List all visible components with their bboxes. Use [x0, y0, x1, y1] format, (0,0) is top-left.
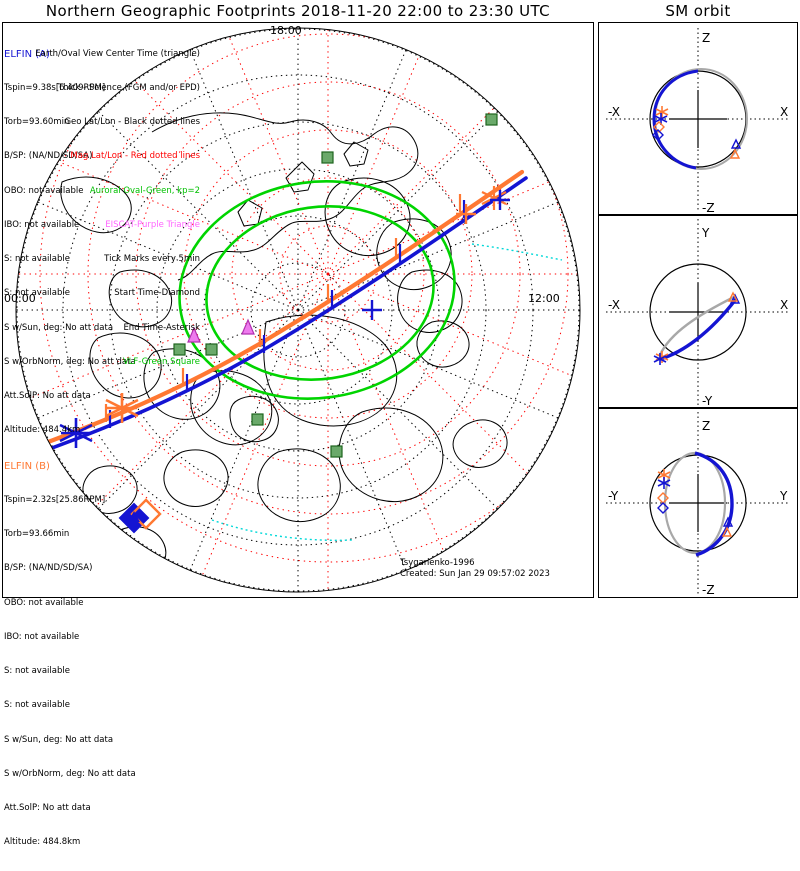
elfin-center-triangle: [128, 511, 140, 522]
sm-yx-center-cross: [669, 283, 727, 341]
elfin-b-line-9: Att.SolP: No att data: [4, 803, 91, 813]
sm-zx-label-right: X: [780, 105, 788, 119]
sm-yx-label-left: -X: [608, 298, 620, 312]
sm-panel-zx: [598, 22, 798, 215]
sm-zy-label-top: Z: [702, 419, 710, 433]
auroral-oval: [178, 180, 456, 400]
legend-item-5: EISCAT-Purple Triangle: [105, 219, 200, 230]
elfin-a-line-4: IBO: not available: [4, 219, 80, 230]
polar-map-panel: [2, 22, 594, 598]
coastlines: [60, 112, 508, 580]
sm-yx-axes: [606, 219, 790, 405]
legend-item-6: Tick Marks every 5min: [104, 254, 200, 265]
elfin-a-track: [22, 176, 528, 460]
map-outer-circle: [15, 27, 581, 593]
sm-zy-center-cross: [669, 474, 727, 532]
elfin-b-info-block: ELFIN (B) Tspin=2.32s[25.86RPM] Torb=93.…: [4, 438, 136, 871]
elfin-b-line-1: Torb=93.66min: [4, 529, 70, 540]
elfin-b-line-5: S: not available: [4, 666, 70, 677]
elfin-b-line-7: S w/Sun, deg: No att data: [4, 734, 114, 745]
legend-item-9: VLF-Green Square: [122, 356, 200, 367]
elfin-b-center-cross: [456, 204, 476, 224]
sm-orbit-title: SM orbit: [665, 2, 731, 20]
sm-yx-label-top: Y: [701, 226, 710, 240]
elfin-b-name: ELFIN (B): [4, 460, 50, 472]
elfin-a-center-cross: [362, 300, 382, 320]
elfin-a-end-asterisk: [59, 418, 93, 448]
elfin-b-end-asterisk: [105, 393, 139, 423]
elfin-a-info-block: ELFIN (A) Tspin=9.38s[6.409RPM] Torb=93.…: [4, 26, 136, 459]
elfin-b-line-6: S: not available: [4, 700, 70, 711]
sm-panel-yx: [598, 215, 798, 408]
elfin-b-line-3: OBO: not available: [4, 597, 84, 608]
credits-block: Tsyganenko-1996 Created: Sun Jan 29 09:5…: [400, 558, 550, 581]
legend-item-4: Auroral Oval-Green, kp=2: [89, 185, 200, 196]
sm-zy-label-right: Y: [779, 489, 788, 503]
eiscat-station-triangles: [187, 318, 255, 343]
sm-zx-markers: [652, 106, 742, 159]
sm-zx-label-top: Z: [702, 31, 710, 45]
sm-yx-earth-circle: [649, 263, 747, 361]
sm-zx-center-cross: [669, 90, 727, 148]
elfin-a-line-6: S: not available: [4, 288, 70, 299]
sm-zx-label-left: -X: [608, 105, 620, 119]
sm-yx-orbit-elfin-a: [659, 297, 738, 361]
sm-panel-zy: [598, 408, 798, 598]
screenshot-root: Northern Geographic Footprints 2018-11-2…: [0, 2, 798, 847]
elfin-a-cross-2: [490, 190, 510, 210]
page-title: Northern Geographic Footprints 2018-11-2…: [45, 2, 551, 20]
elfin-b-start-diamond: [130, 498, 162, 530]
legend-block: Earth/Oval View Center Time (triangle) T…: [0, 26, 200, 391]
mlt-label-top: 18:00: [270, 24, 302, 37]
elfin-b-line-0: Tspin=2.32s[25.86RPM]: [4, 495, 106, 506]
elfin-a-line-7: S w/Sun, deg: No att data: [4, 322, 114, 333]
legend-item-2: Geo Lat/Lon - Black dotted lines: [64, 117, 200, 128]
sm-zy-orbit-elfin-a: [694, 451, 734, 557]
sm-zx-label-bottom: -Z: [702, 201, 715, 215]
elfin-b-line-4: IBO: not available: [4, 631, 80, 642]
elfin-b-line-2: B/SP: (NA/ND/SD/SA): [4, 563, 93, 574]
vlf-station-squares: [173, 113, 498, 458]
sm-zy-label-bottom: -Z: [702, 583, 715, 597]
sm-yx-markers: [653, 291, 741, 365]
sm-zy-label-left: -Y: [608, 489, 619, 503]
sm-plot-zx: Z -Z -X X: [606, 28, 790, 215]
elfin-a-line-0: Tspin=9.38s[6.409RPM]: [4, 83, 106, 94]
legend-item-8: End Time-Asterisk: [123, 322, 200, 333]
polar-map-plot: [15, 27, 581, 593]
elfin-b-end-asterisk-2: [481, 186, 507, 210]
elfin-a-line-2: B/SP: (NA/ND/SD/SA): [4, 151, 93, 162]
legend-item-1: Thick - Science (FGM and/or EPD): [57, 83, 200, 94]
sm-zx-orbit-elfin-a: [652, 69, 699, 170]
elfin-a-tick-marks: [108, 200, 466, 428]
legend-item-3: Mag Lat/Lon - Red dotted lines: [70, 151, 200, 162]
mlt-label-right: 12:00: [528, 292, 560, 305]
elfin-a-line-5: S: not available: [4, 254, 70, 265]
sm-yx-orbit-grey: [658, 295, 735, 356]
legend-item-7: Start Time-Diamond: [114, 288, 200, 299]
sm-yx-label-bottom: -Y: [702, 394, 713, 408]
elfin-b-tick-marks: [104, 194, 462, 422]
elfin-b-line-10: Altitude: 484.8km: [4, 837, 81, 848]
legend-item-0: Earth/Oval View Center Time (triangle): [35, 48, 200, 59]
terminator-line: [211, 243, 563, 541]
mag-latitude-circles: [16, 28, 580, 592]
model-name: Tsyganenko-1996: [400, 558, 475, 568]
elfin-a-line-9: Att.SolP: No att data: [4, 391, 91, 401]
sm-plot-zy: Z -Z -Y Y: [606, 412, 790, 597]
sm-yx-label-right: X: [780, 298, 788, 312]
mlt-label-left: 00:00: [4, 292, 36, 305]
elfin-a-line-8: S w/OrbNorm, deg: No att data: [4, 356, 136, 367]
elfin-a-line-3: OBO: not available: [4, 185, 84, 196]
sm-zy-markers: [657, 469, 734, 537]
created-timestamp: Created: Sun Jan 29 09:57:02 2023: [400, 569, 550, 580]
elfin-b-track: [17, 169, 525, 455]
elfin-a-line-10: Altitude: 484.4km: [4, 425, 81, 436]
sm-plot-yx: Y -Y -X X: [606, 219, 790, 408]
elfin-a-name: ELFIN (A): [4, 48, 50, 60]
elfin-a-line-1: Torb=93.60min: [4, 117, 70, 128]
elfin-b-line-8: S w/OrbNorm, deg: No att data: [4, 768, 136, 779]
